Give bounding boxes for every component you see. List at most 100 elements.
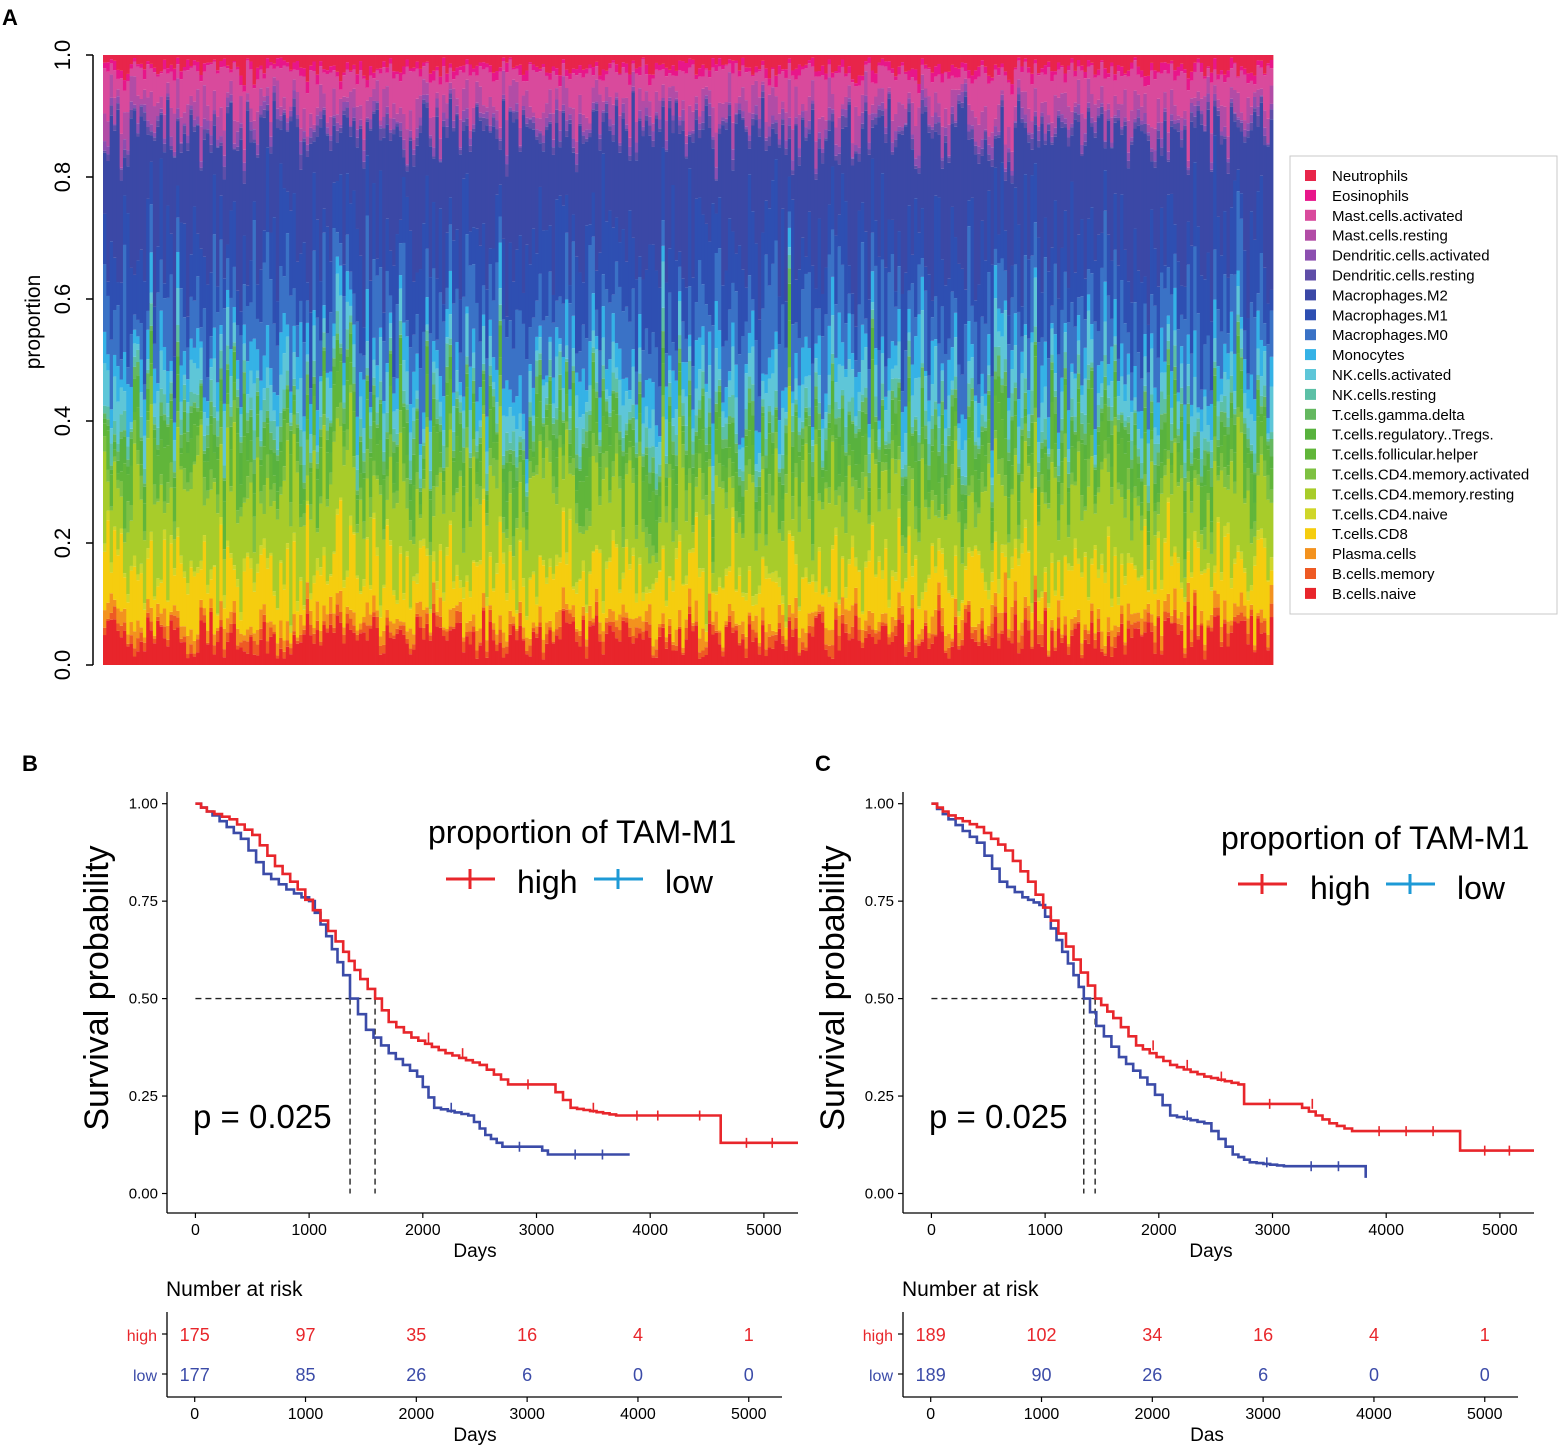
bar-segment (711, 593, 715, 622)
bar-segment (541, 142, 546, 152)
bar-segment (202, 622, 207, 665)
bar-segment (209, 272, 214, 337)
bar-segment (232, 150, 237, 202)
bar-segment (518, 55, 523, 65)
bar-segment (442, 94, 446, 113)
bar-segment (219, 61, 224, 68)
bar-segment (438, 452, 443, 468)
bar-segment (385, 86, 390, 107)
bar-segment (721, 448, 725, 466)
bar-segment (618, 142, 622, 146)
bar-segment (681, 647, 686, 653)
bar-segment (754, 637, 759, 665)
bar-segment (192, 656, 197, 665)
bar-segment (209, 424, 214, 470)
bar-segment (604, 112, 609, 222)
bar-segment (229, 449, 234, 487)
bar-segment (588, 415, 592, 431)
bar-segment (525, 126, 529, 245)
bar-segment (255, 395, 260, 415)
bar-segment (691, 142, 696, 278)
bar-segment (784, 412, 789, 419)
bar-segment (538, 55, 543, 69)
bar-segment (136, 574, 140, 581)
bar-segment (156, 74, 160, 77)
bar-segment (724, 508, 729, 569)
bar-segment (571, 55, 576, 69)
bar-segment (136, 464, 140, 575)
bar-segment (714, 301, 719, 349)
bar-segment (225, 55, 230, 66)
bar-segment (817, 118, 822, 133)
bar-segment (305, 156, 310, 283)
bar-segment (332, 125, 337, 183)
bar-segment (405, 643, 410, 665)
bar-segment (817, 132, 822, 139)
bar-segment (638, 256, 642, 277)
bar-segment (368, 119, 373, 129)
bar-segment (784, 112, 789, 141)
bar-segment (219, 444, 224, 518)
bar-segment (697, 123, 702, 130)
bar-segment (412, 544, 416, 577)
bar-segment (654, 578, 659, 583)
bar-segment (515, 518, 519, 529)
bar-segment (604, 622, 609, 634)
bar-segment (588, 68, 592, 124)
bar-segment (711, 325, 715, 424)
bar-segment (385, 617, 390, 626)
bar-segment (325, 584, 330, 615)
bar-segment (734, 60, 739, 63)
bar-segment (275, 491, 280, 510)
bar-segment (388, 312, 393, 324)
bar-segment (471, 614, 476, 627)
bar-segment (106, 121, 111, 147)
bar-segment (674, 98, 679, 101)
bar-segment (272, 101, 277, 218)
bar-segment (245, 412, 250, 421)
bar-segment (604, 467, 609, 562)
bar-segment (295, 261, 300, 326)
bar-segment (588, 430, 592, 458)
bar-segment (538, 71, 543, 119)
bar-segment (817, 500, 822, 548)
bar-segment (338, 89, 343, 99)
bar-segment (764, 140, 769, 151)
bar-segment (282, 188, 287, 277)
bar-segment (355, 84, 360, 107)
bar-segment (501, 70, 506, 95)
bar-segment (179, 434, 184, 449)
bar-segment (458, 154, 463, 300)
bar-segment (535, 393, 539, 418)
bar-segment (395, 603, 400, 619)
bar-segment (315, 125, 320, 137)
bar-segment (408, 137, 413, 141)
bar-segment (628, 636, 632, 665)
bar-segment (791, 174, 795, 200)
bar-segment (727, 218, 732, 310)
bar-segment (508, 407, 513, 443)
bar-segment (169, 543, 174, 612)
bar-segment (618, 415, 622, 432)
bar-segment (299, 377, 303, 430)
bar-segment (691, 133, 696, 143)
bar-segment (511, 464, 516, 489)
bar-segment (731, 517, 735, 611)
bar-segment (608, 561, 612, 609)
bar-segment (398, 81, 403, 108)
bar-segment (432, 361, 436, 373)
bar-segment (176, 356, 180, 375)
bar-segment (139, 55, 144, 64)
bar-segment (701, 326, 706, 346)
bar-segment (182, 125, 187, 134)
bar-segment (162, 138, 167, 144)
bar-segment (348, 125, 353, 127)
bar-segment (814, 343, 819, 359)
bar-segment (345, 606, 350, 614)
bar-segment (245, 285, 250, 307)
bar-segment (335, 418, 340, 509)
bar-segment (744, 129, 749, 132)
bar-segment (548, 380, 553, 405)
bar-segment (621, 311, 626, 379)
